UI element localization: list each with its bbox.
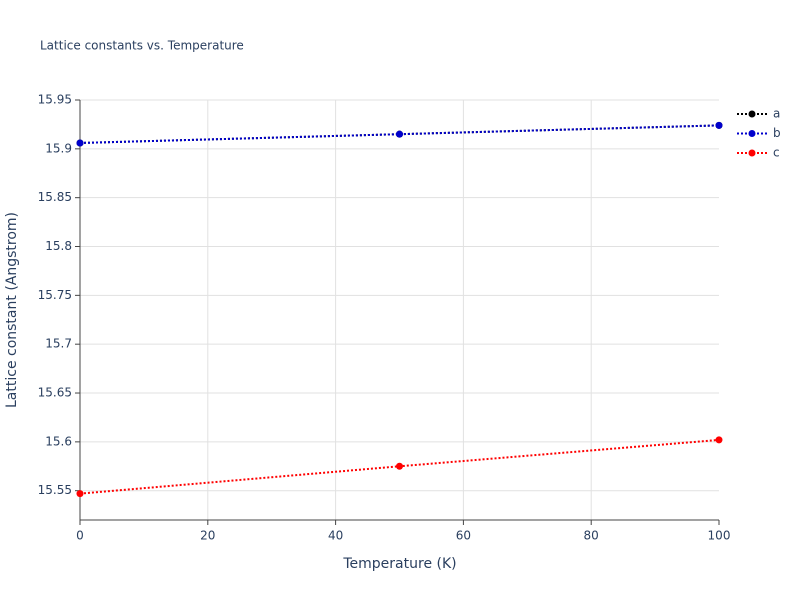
- legend-label: a: [773, 107, 780, 121]
- y-tick-label: 15.65: [38, 386, 72, 400]
- y-tick-label: 15.9: [45, 141, 72, 155]
- chart-title: Lattice constants vs. Temperature: [40, 39, 244, 53]
- x-tick-label: 80: [584, 529, 599, 543]
- data-point: [396, 462, 403, 470]
- x-tick-label: 40: [328, 529, 343, 543]
- series-line: [79, 124, 720, 144]
- data-point: [715, 436, 723, 444]
- y-tick-label: 15.6: [45, 434, 72, 448]
- legend-marker: [748, 149, 756, 157]
- y-tick-label: 15.75: [38, 288, 72, 302]
- y-tick-label: 15.85: [38, 190, 72, 204]
- x-tick-label: 20: [200, 529, 215, 543]
- legend-marker: [748, 110, 756, 118]
- x-axis-label: Temperature (K): [342, 556, 456, 572]
- data-point: [715, 121, 723, 129]
- y-axis-label: Lattice constant (Angstrom): [4, 212, 20, 408]
- legend-label: b: [773, 126, 781, 140]
- x-tick-label: 100: [708, 529, 731, 543]
- x-tick-label: 60: [456, 529, 471, 543]
- data-point: [76, 490, 84, 498]
- data-point: [76, 139, 84, 147]
- y-tick-label: 15.8: [45, 239, 72, 253]
- legend-label: c: [773, 146, 780, 160]
- y-tick-label: 15.7: [45, 337, 72, 351]
- x-tick-label: 0: [76, 529, 84, 543]
- y-tick-label: 15.55: [38, 483, 72, 497]
- legend-marker: [748, 130, 756, 137]
- data-point: [396, 130, 403, 138]
- y-tick-label: 15.95: [38, 93, 72, 107]
